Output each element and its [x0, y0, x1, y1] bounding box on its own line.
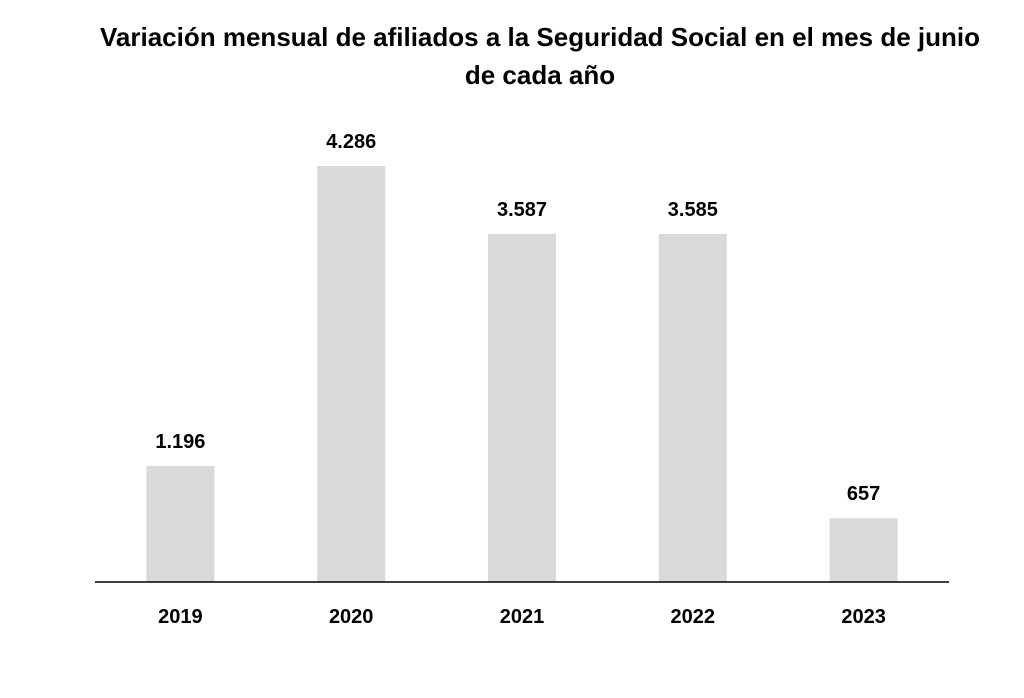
value-labels-layer: 1.196 4.286 3.587 3.585 657 — [155, 131, 880, 505]
bars-layer — [146, 166, 898, 583]
bar-2019 — [146, 465, 215, 582]
chart-title: Variación mensual de afiliados a la Segu… — [100, 22, 980, 90]
value-label-2022: 3.585 — [668, 199, 718, 221]
bar-2021 — [488, 233, 556, 582]
value-label-2019: 1.196 — [155, 431, 205, 453]
bar-2023 — [829, 518, 898, 582]
bar-2022 — [658, 234, 727, 583]
bar-2020 — [317, 166, 386, 582]
x-tick-label-2022: 2022 — [671, 606, 716, 628]
value-label-2020: 4.286 — [326, 131, 376, 153]
x-tick-label-2023: 2023 — [841, 606, 886, 628]
value-label-2021: 3.587 — [497, 199, 547, 221]
x-tick-label-2019: 2019 — [158, 606, 203, 628]
x-tick-label-2020: 2020 — [329, 606, 374, 628]
value-label-2023: 657 — [847, 483, 880, 505]
tick-labels-layer: 2019 2020 2021 2022 2023 — [158, 606, 886, 628]
x-tick-label-2021: 2021 — [500, 606, 545, 628]
